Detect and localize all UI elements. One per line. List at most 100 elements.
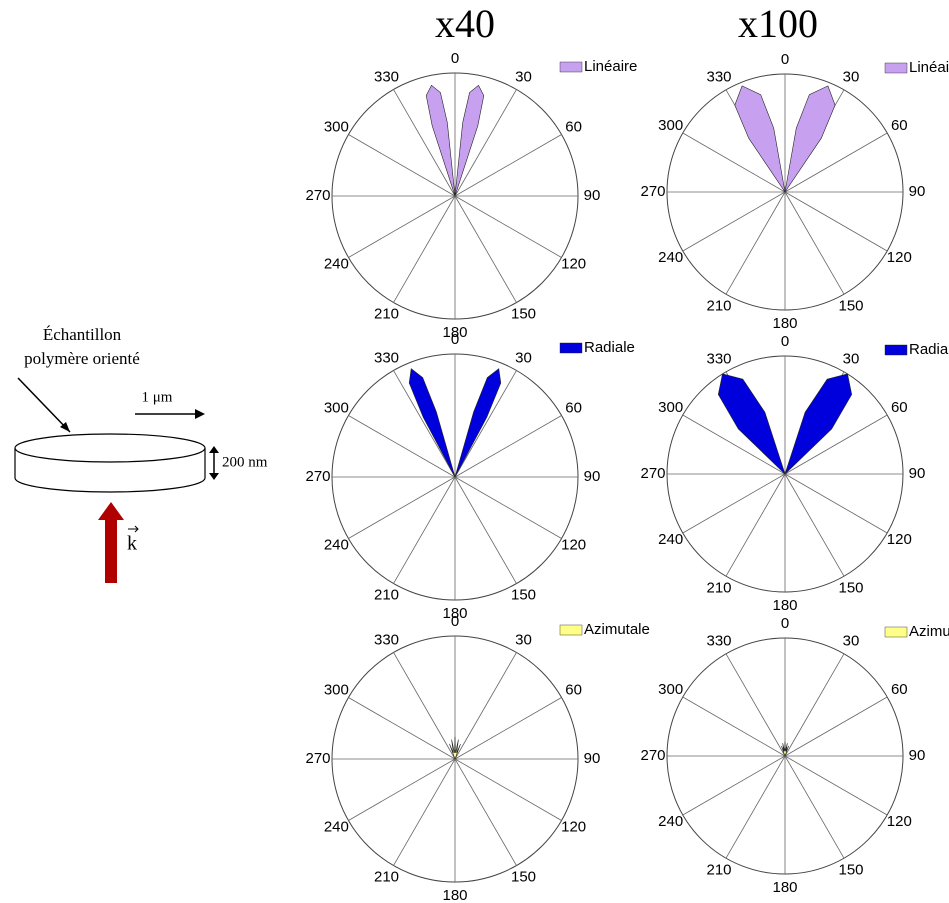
column-title: x100 (738, 1, 818, 46)
angle-label: 180 (442, 324, 467, 341)
spoke (348, 415, 456, 478)
spoke (393, 758, 456, 866)
spoke (725, 191, 786, 295)
spoke (393, 89, 456, 197)
angle-label: 330 (374, 631, 399, 648)
spoke (454, 195, 562, 258)
spoke (725, 473, 786, 577)
legend-swatch (884, 344, 908, 356)
length-label: 1 μm (142, 389, 173, 405)
angle-label: 60 (891, 399, 908, 416)
lobe (425, 84, 485, 197)
angle-label: 300 (324, 118, 349, 135)
angle-label: 330 (706, 633, 731, 650)
angle-label: 60 (565, 118, 582, 135)
spoke (348, 697, 456, 760)
angle-label: 180 (772, 597, 797, 614)
angle-label: 300 (324, 681, 349, 698)
spoke (348, 195, 456, 258)
angle-label: 330 (706, 69, 731, 86)
legend-swatch (884, 62, 908, 74)
angle-label: 270 (305, 750, 330, 767)
angle-label: 150 (838, 861, 863, 878)
legend-label: Linéaire (584, 58, 637, 75)
angle-label: 300 (658, 399, 683, 416)
spoke (454, 415, 562, 478)
spoke (784, 653, 845, 757)
angle-label: 210 (706, 297, 731, 314)
angle-label: 60 (891, 117, 908, 134)
spoke (682, 132, 786, 193)
spoke (348, 134, 456, 197)
angle-label: 240 (324, 255, 349, 272)
angle-label: 0 (781, 615, 789, 632)
spoke (784, 473, 888, 534)
spoke (454, 370, 517, 478)
spoke (393, 195, 456, 303)
angle-label: 330 (374, 349, 399, 366)
angle-label: 90 (584, 468, 601, 485)
spoke (725, 653, 786, 757)
spoke (784, 132, 888, 193)
spoke (784, 191, 845, 295)
angle-label: 270 (640, 747, 665, 764)
legend-swatch (884, 626, 908, 638)
spoke (454, 89, 517, 197)
sample-diagram: Échantillon polymère orienté 1 μm 200 nm… (14, 325, 268, 583)
angle-label: 30 (515, 349, 532, 366)
arrow-head (60, 422, 70, 432)
angle-label: 240 (324, 536, 349, 553)
spoke (454, 476, 562, 539)
angle-label: 120 (887, 813, 912, 830)
thickness-label: 200 nm (222, 454, 268, 470)
lobe (408, 368, 502, 478)
spoke (393, 370, 456, 478)
angle-label: 210 (374, 306, 399, 323)
spoke (682, 414, 786, 475)
angle-label: 150 (511, 587, 536, 604)
spoke (784, 755, 845, 859)
angle-label: 180 (772, 315, 797, 332)
spoke (393, 652, 456, 760)
legend-label: Azimutale (584, 621, 650, 638)
spoke (725, 755, 786, 859)
lobe (449, 736, 461, 760)
spoke (454, 697, 562, 760)
spoke (454, 476, 517, 584)
legend-swatch (559, 624, 583, 636)
legend-swatch (559, 342, 583, 354)
sample-label: polymère orienté (24, 349, 140, 368)
angle-label: 270 (305, 468, 330, 485)
angle-label: 180 (442, 887, 467, 903)
angle-label: 30 (515, 68, 532, 85)
angle-label: 0 (451, 50, 459, 67)
angle-label: 60 (565, 681, 582, 698)
angle-label: 210 (374, 587, 399, 604)
spoke (348, 476, 456, 539)
angle-label: 30 (843, 633, 860, 650)
sample-label: Échantillon (43, 325, 122, 344)
angle-label: 90 (584, 187, 601, 204)
disc-top (14, 433, 206, 463)
spoke (454, 758, 562, 821)
spoke (784, 755, 888, 816)
spoke (682, 473, 786, 534)
legend-label: Radiale (584, 339, 635, 356)
angle-label: 120 (887, 531, 912, 548)
spoke (393, 476, 456, 584)
angle-label: 270 (305, 187, 330, 204)
spoke (784, 414, 888, 475)
angle-label: 150 (511, 306, 536, 323)
legend-swatch (559, 61, 583, 73)
angle-label: 90 (909, 183, 926, 200)
angle-label: 330 (374, 68, 399, 85)
lobe (781, 741, 789, 757)
angle-label: 30 (843, 69, 860, 86)
angle-label: 210 (374, 869, 399, 886)
wavevector-label: k (127, 533, 137, 555)
angle-label: 150 (511, 869, 536, 886)
angle-label: 90 (909, 747, 926, 764)
spoke (454, 758, 517, 866)
legend-label: Azimutale (909, 623, 949, 640)
